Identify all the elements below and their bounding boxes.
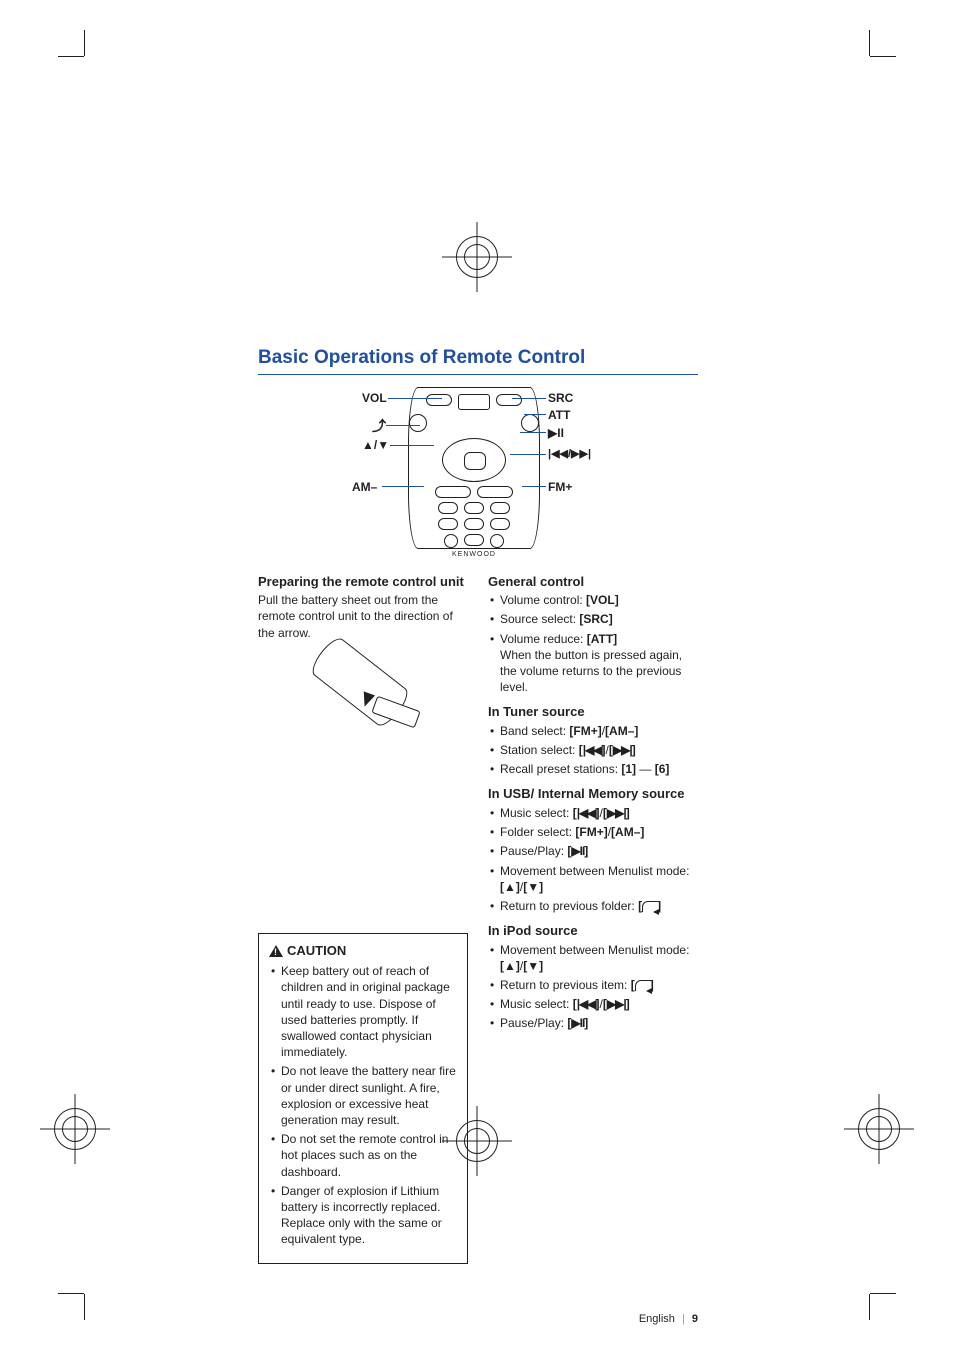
list-item: Band select: [FM+]/[AM–] [488, 723, 698, 739]
caution-item: Danger of explosion if Lithium battery i… [269, 1183, 457, 1248]
label-att: ATT [548, 407, 570, 423]
caution-list: Keep battery out of reach of children an… [269, 963, 457, 1247]
ipod-heading: In iPod source [488, 922, 698, 940]
crop-mark [870, 1293, 896, 1294]
registration-mark [40, 1094, 110, 1164]
label-return-icon: ⤴ [372, 417, 386, 436]
tuner-heading: In Tuner source [488, 703, 698, 721]
content-area: Basic Operations of Remote Control KENWO… [258, 345, 698, 1264]
crop-mark [84, 1294, 85, 1320]
list-item: Volume reduce: [ATT]When the button is p… [488, 631, 698, 696]
label-vol: VOL [362, 390, 387, 406]
page-number: 9 [692, 1313, 698, 1325]
page-title: Basic Operations of Remote Control [258, 345, 698, 375]
return-icon [635, 980, 650, 991]
remote-diagram: KENWOOD VOL ⤴ ▲/▼ AM– SRC ATT ▶II |◀◀/▶▶… [258, 387, 698, 557]
footer-lang: English [639, 1313, 675, 1325]
list-item: Station select: []/[] [488, 742, 698, 758]
list-item: Recall preset stations: [1] — [6] [488, 761, 698, 777]
right-column: General control Volume control: [VOL] So… [488, 565, 698, 1265]
crop-mark [869, 1294, 870, 1320]
left-column: Preparing the remote control unit Pull t… [258, 565, 468, 1265]
manual-page: Basic Operations of Remote Control KENWO… [0, 0, 954, 1350]
page-footer: English | 9 [639, 1312, 698, 1327]
caution-label: CAUTION [287, 942, 346, 960]
crop-mark [58, 1293, 84, 1294]
list-item: Pause/Play: [] [488, 843, 698, 859]
list-item: Folder select: [FM+]/[AM–] [488, 824, 698, 840]
label-playpause: ▶II [548, 425, 564, 441]
crop-mark [58, 56, 84, 57]
list-item: Music select: []/[] [488, 996, 698, 1012]
list-item: Volume control: [VOL] [488, 592, 698, 608]
caution-item: Do not set the remote control in hot pla… [269, 1131, 457, 1180]
label-fm: FM+ [548, 479, 572, 495]
general-heading: General control [488, 573, 698, 591]
usb-heading: In USB/ Internal Memory source [488, 785, 698, 803]
list-item: Movement between Menulist mode:[]/[] [488, 863, 698, 895]
list-item: Pause/Play: [] [488, 1015, 698, 1031]
label-src: SRC [548, 390, 573, 406]
return-icon [642, 901, 657, 912]
prep-text: Pull the battery sheet out from the remo… [258, 592, 468, 641]
columns: Preparing the remote control unit Pull t… [258, 565, 698, 1265]
footer-divider: | [682, 1313, 685, 1325]
list-item: Return to previous item: [] [488, 977, 698, 993]
caution-heading: CAUTION [269, 942, 457, 960]
caution-item: Do not leave the battery near fire or un… [269, 1063, 457, 1128]
prep-heading: Preparing the remote control unit [258, 573, 468, 591]
list-item: Movement between Menulist mode:[]/[] [488, 942, 698, 974]
remote-illustration: KENWOOD [408, 387, 540, 549]
label-am: AM– [352, 479, 377, 495]
warning-icon [269, 945, 283, 957]
registration-mark [442, 222, 512, 292]
crop-mark [870, 56, 896, 57]
list-item: Music select: []/[] [488, 805, 698, 821]
caution-box: CAUTION Keep battery out of reach of chi… [258, 933, 468, 1265]
label-seek: |◀◀/▶▶| [548, 447, 591, 462]
caution-item: Keep battery out of reach of children an… [269, 963, 457, 1060]
list-item: Return to previous folder: [] [488, 898, 698, 914]
label-updown: ▲/▼ [362, 437, 389, 453]
list-item: Source select: [SRC] [488, 611, 698, 627]
crop-mark [84, 30, 85, 56]
registration-mark [844, 1094, 914, 1164]
crop-mark [869, 30, 870, 56]
prep-illustration [303, 649, 423, 729]
